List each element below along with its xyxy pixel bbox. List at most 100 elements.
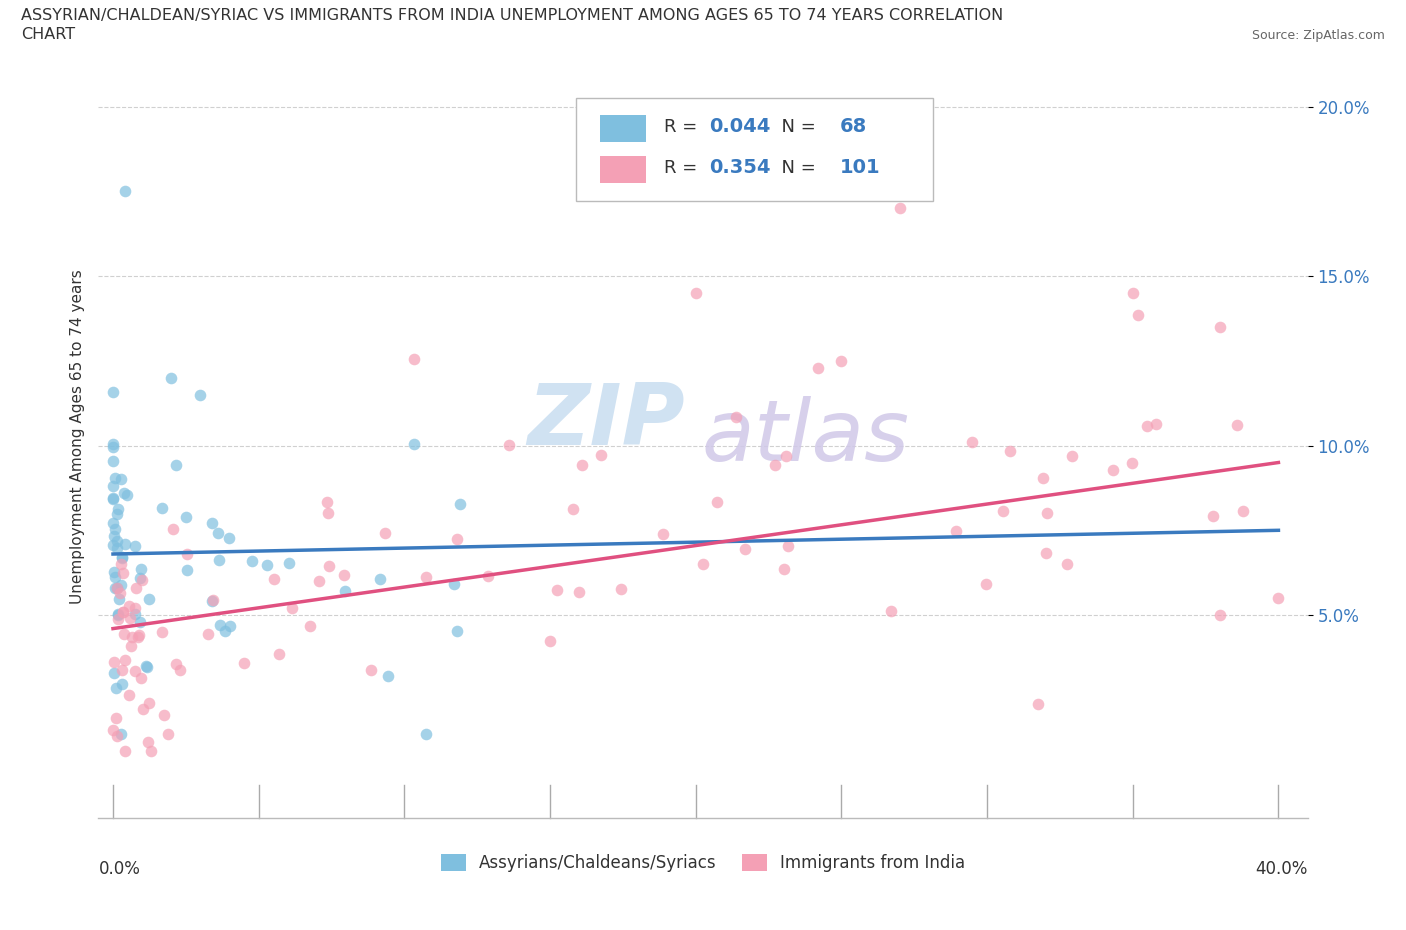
Point — [889, 201, 911, 216]
Point — [449, 497, 471, 512]
Point — [105, 728, 128, 743]
Text: 0.0%: 0.0% — [98, 860, 141, 878]
Point — [104, 681, 127, 696]
Point — [129, 562, 152, 577]
Point — [960, 434, 983, 449]
Point — [568, 585, 591, 600]
Point — [124, 606, 146, 621]
Point — [692, 557, 714, 572]
Point — [374, 526, 396, 541]
Point — [1102, 463, 1125, 478]
Point — [724, 410, 747, 425]
Point — [104, 471, 127, 485]
Legend: Assyrians/Chaldeans/Syriacs, Immigrants from India: Assyrians/Chaldeans/Syriacs, Immigrants … — [434, 847, 972, 879]
Point — [101, 515, 124, 530]
Point — [775, 449, 797, 464]
Point — [129, 614, 152, 629]
Point — [776, 538, 799, 553]
Point — [652, 526, 675, 541]
Point — [107, 591, 129, 606]
Point — [128, 571, 150, 586]
Point — [1036, 506, 1059, 521]
Point — [165, 458, 187, 472]
Point — [101, 479, 124, 494]
Point — [1226, 418, 1249, 432]
Text: CHART: CHART — [21, 27, 75, 42]
Point — [830, 353, 852, 368]
Point — [571, 458, 593, 472]
Point — [104, 581, 127, 596]
Point — [132, 702, 155, 717]
Point — [446, 624, 468, 639]
Point — [446, 531, 468, 546]
Point — [105, 540, 128, 555]
Point — [124, 601, 146, 616]
Point — [121, 630, 143, 644]
Point — [110, 556, 132, 571]
Point — [114, 653, 136, 668]
Text: 0.044: 0.044 — [709, 117, 770, 136]
FancyBboxPatch shape — [576, 98, 932, 201]
Point — [443, 577, 465, 591]
Point — [124, 539, 146, 554]
Point — [153, 708, 176, 723]
Point — [1144, 417, 1167, 432]
Point — [169, 662, 191, 677]
Point — [879, 604, 901, 619]
Point — [734, 541, 756, 556]
Text: 68: 68 — [839, 117, 868, 136]
Point — [176, 563, 198, 578]
Point — [101, 491, 124, 506]
Point — [114, 537, 136, 551]
Point — [360, 662, 382, 677]
Point — [160, 370, 183, 385]
Point — [152, 624, 174, 639]
Point — [546, 583, 568, 598]
Point — [277, 555, 299, 570]
Point — [104, 570, 127, 585]
Text: 0.354: 0.354 — [709, 158, 770, 178]
Point — [105, 711, 128, 725]
Bar — [600, 155, 647, 183]
Point — [377, 669, 399, 684]
Point — [368, 571, 391, 586]
Point — [281, 601, 304, 616]
Point — [299, 618, 322, 633]
Point — [402, 352, 425, 366]
Point — [101, 538, 124, 552]
Point — [1000, 444, 1022, 458]
Point — [1209, 607, 1232, 622]
Point — [267, 646, 290, 661]
Text: 101: 101 — [839, 158, 880, 178]
Point — [111, 550, 134, 565]
Point — [110, 726, 132, 741]
Point — [477, 569, 499, 584]
Point — [138, 696, 160, 711]
Point — [763, 458, 786, 472]
Point — [232, 655, 254, 670]
Point — [112, 604, 135, 619]
Point — [1056, 557, 1078, 572]
Text: atlas: atlas — [702, 395, 910, 479]
Point — [974, 577, 997, 591]
Point — [128, 628, 150, 643]
Point — [107, 502, 129, 517]
Point — [308, 574, 330, 589]
Point — [807, 361, 830, 376]
Point — [214, 624, 236, 639]
Point — [131, 573, 153, 588]
Text: Source: ZipAtlas.com: Source: ZipAtlas.com — [1251, 29, 1385, 42]
Point — [415, 569, 437, 584]
Text: ZIP: ZIP — [527, 380, 685, 463]
Point — [110, 472, 132, 486]
Point — [165, 657, 187, 671]
Point — [498, 438, 520, 453]
Point — [174, 509, 197, 524]
Point — [141, 743, 163, 758]
Point — [207, 525, 229, 540]
Text: 40.0%: 40.0% — [1256, 860, 1308, 878]
Point — [1028, 697, 1050, 711]
Point — [150, 500, 173, 515]
Point — [112, 485, 135, 500]
Point — [103, 522, 125, 537]
